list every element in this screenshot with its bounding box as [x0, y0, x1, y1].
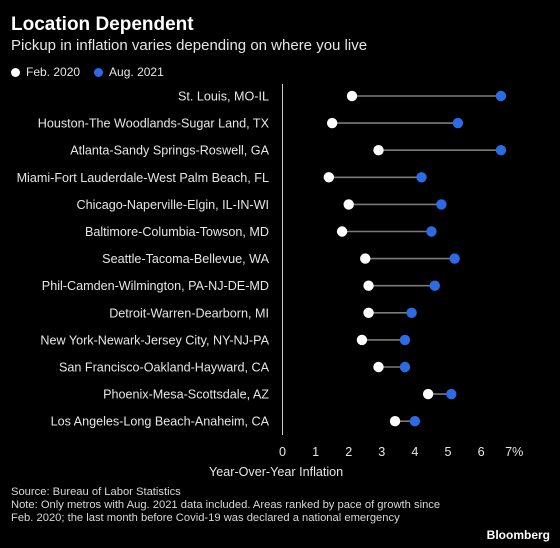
category-label: Atlanta-Sandy Springs-Roswell, GA	[70, 144, 269, 158]
category-label: Seattle-Tacoma-Bellevue, WA	[102, 252, 269, 266]
x-tick-label: 1	[312, 445, 319, 459]
legend-item-aug-2021: Aug. 2021	[94, 65, 164, 79]
point-aug-2021	[399, 361, 411, 373]
x-tick-label: 2	[345, 445, 352, 459]
point-aug-2021	[416, 172, 427, 183]
point-aug-2021	[449, 253, 460, 264]
point-feb-2020	[360, 253, 371, 264]
x-tick-label: 0	[279, 445, 286, 459]
bloomberg-logo: Bloomberg	[486, 528, 550, 542]
category-label: San Francisco-Oakland-Hayward, CA	[59, 361, 270, 375]
point-feb-2020	[326, 117, 338, 129]
category-label: St. Louis, MO-IL	[178, 90, 269, 104]
chart-subtitle: Pickup in inflation varies depending on …	[11, 37, 368, 54]
legend: Feb. 2020 Aug. 2021	[11, 65, 178, 79]
point-feb-2020	[373, 145, 384, 156]
point-aug-2021	[495, 145, 507, 156]
point-aug-2021	[452, 117, 464, 129]
legend-dot-blue-icon	[94, 67, 104, 77]
point-aug-2021	[446, 388, 457, 400]
category-label: Chicago-Naperville-Elgin, IL-IN-WI	[77, 198, 269, 212]
source-note: Source: Bureau of Labor Statistics	[11, 486, 181, 498]
point-aug-2021	[495, 90, 507, 102]
point-feb-2020	[336, 226, 348, 237]
point-aug-2021	[429, 280, 440, 291]
point-feb-2020	[323, 172, 335, 183]
category-label: Houston-The Woodlands-Sugar Land, TX	[38, 117, 270, 131]
x-tick-label: 5	[444, 445, 451, 459]
point-aug-2021	[436, 199, 447, 210]
x-tick-label: 3	[378, 445, 385, 459]
point-feb-2020	[422, 388, 434, 400]
point-feb-2020	[356, 334, 368, 346]
category-label: Los Angeles-Long Beach-Anaheim, CA	[51, 415, 270, 429]
x-tick-label: 7%	[505, 445, 523, 459]
x-axis-title: Year-Over-Year Inflation	[209, 465, 343, 479]
category-label: New York-Newark-Jersey City, NY-NJ-PA	[40, 333, 269, 347]
x-tick-label: 4	[411, 445, 418, 459]
legend-dot-white-icon	[11, 67, 20, 77]
point-aug-2021	[426, 226, 437, 237]
legend-label-feb-2020: Feb. 2020	[26, 65, 81, 79]
legend-label-aug-2021: Aug. 2021	[109, 65, 164, 79]
point-feb-2020	[389, 416, 401, 427]
point-feb-2020	[343, 199, 354, 210]
dumbbell-chart: St. Louis, MO-IL Houston-The Woodlands-Su…	[17, 84, 523, 479]
category-label: Baltimore-Columbia-Towson, MD	[85, 225, 269, 239]
method-note: Note: Only metros with Aug. 2021 data in…	[11, 499, 441, 524]
category-label: Miami-Fort Lauderdale-West Palm Beach, F…	[17, 171, 269, 185]
x-tick-label: 6	[478, 445, 485, 459]
category-label: Detroit-Warren-Dearborn, MI	[109, 306, 269, 320]
legend-item-feb-2020: Feb. 2020	[11, 65, 80, 79]
point-feb-2020	[363, 280, 374, 291]
chart-footer: Source: Bureau of Labor Statistics Note:…	[11, 486, 451, 525]
point-feb-2020	[373, 361, 384, 373]
point-aug-2021	[406, 307, 417, 318]
point-feb-2020	[346, 90, 358, 102]
point-aug-2021	[399, 334, 411, 346]
category-label: Phoenix-Mesa-Scottsdale, AZ	[103, 388, 269, 402]
point-aug-2021	[409, 416, 421, 427]
chart-title: Location Dependent	[11, 14, 194, 35]
point-feb-2020	[363, 307, 374, 318]
category-label: Phil-Camden-Wilmington, PA-NJ-DE-MD	[42, 279, 269, 293]
